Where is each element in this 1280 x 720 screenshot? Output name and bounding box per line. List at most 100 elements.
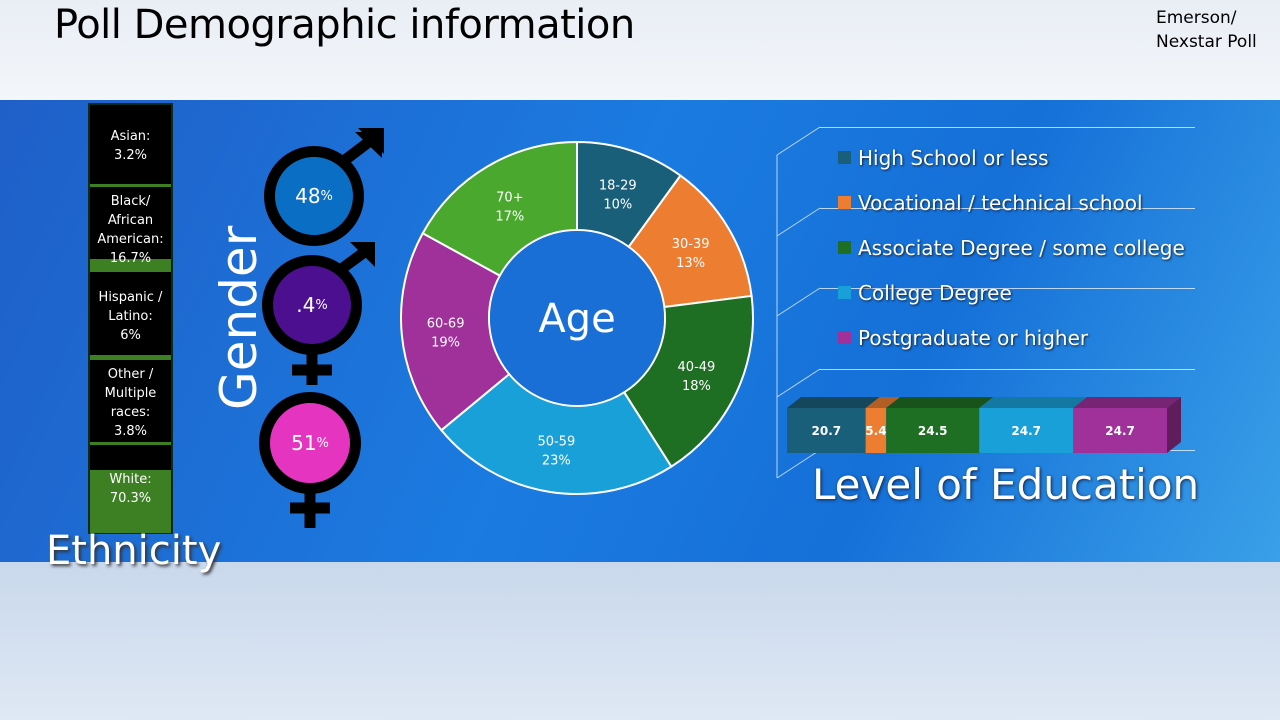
bar-value-label: 5.4 [865,424,886,438]
age-slice-60-69 [400,231,511,432]
legend-swatch [838,331,851,344]
age-value-label: 13% [676,256,705,271]
donut-hole [490,231,664,405]
grid-line [820,208,1195,209]
ethnicity-category: White: [109,472,152,487]
male-symbol-icon [341,128,384,165]
legend-swatch [838,196,851,209]
bar-value-label: 24.7 [1105,424,1135,438]
ethnicity-value: 70.3% [109,491,152,506]
education-bar-segment [865,408,887,453]
legend-swatch [838,241,851,254]
ethnicity-segment: Asian: 3.2% [90,105,171,187]
ethnicity-segment: White: 70.3% [90,445,171,533]
ethnicity-column: Asian: 3.2% Black/ African American: 16.7% H… [88,103,173,534]
ethnicity-fill [90,470,171,533]
ethnicity-value: 16.7% [109,250,152,266]
legend-swatch [838,151,851,164]
ethnicity-fill [90,442,171,445]
legend-swatch [838,286,851,299]
transgender-value: .4 [296,293,316,317]
ethnicity-label: Black/ African American: 16.7% [90,192,171,268]
ethnicity-segment: Other / Multiple races: 3.8% [90,360,171,445]
ethnicity-category: Black/ African American: [97,193,164,247]
age-value-label: 18% [682,379,711,394]
education-stacked-bar: 20.7 5.4 24.5 24.7 24.7 [787,397,1181,453]
gender-female-circle: 51% [259,392,361,494]
ethnicity-label: Other / Multiple races: 3.8% [90,365,171,441]
ethnicity-label: White: 70.3% [109,470,151,508]
legend-item: High School or less [838,135,1185,180]
bar-side [1167,397,1181,453]
source-line: Emerson/ [1156,8,1237,28]
bar-value-label: 24.7 [1011,424,1041,438]
gender-male-circle: 48% [264,146,364,246]
female-value: 51 [291,431,317,455]
age-category-label: 40-49 [678,360,716,375]
ethnicity-fill [90,259,171,272]
legend-label: College Degree [858,280,1012,305]
ethnicity-segment: Black/ African American: 16.7% [90,187,171,272]
page-title: Poll Demographic information [54,2,635,48]
education-bar-segment [787,408,866,453]
age-category-label: 50-59 [537,434,575,449]
ethnicity-category: Hispanic / Latino: [98,289,163,324]
bar-top [1073,397,1181,408]
gender-transgender-circle: .4% [262,255,362,355]
age-category-label: 18-29 [599,178,637,193]
ethnicity-fill [90,355,171,360]
unit: % [320,188,333,204]
poll-source: Emerson/Nexstar Poll [1156,6,1274,54]
legend-label: Postgraduate or higher [858,325,1089,350]
bar-top [979,397,1088,408]
age-category-label: 60-69 [427,316,465,331]
age-category-label: 30-39 [672,237,710,252]
grid-line [820,369,1195,370]
unit: % [316,435,329,451]
bar-top [886,397,994,408]
transgender-symbol-icon [292,242,375,385]
legend-item: Associate Degree / some college [838,225,1185,270]
ethnicity-category: Other / Multiple races: [104,366,157,420]
grid-line [820,288,1195,289]
gender-symbols [290,128,384,528]
ethnicity-value: 6% [120,327,141,343]
education-legend: High School or less Vocational / technica… [838,135,1185,360]
age-value-label: 10% [603,197,632,212]
ethnicity-value: 3.8% [113,423,148,439]
education-bar-segment [979,408,1074,453]
unit: % [315,297,328,313]
ethnicity-segment: Hispanic / Latino: 6% [90,272,171,360]
age-slice-40-49 [622,294,754,468]
ethnicity-label: Hispanic / Latino: 6% [90,288,171,345]
male-value: 48 [295,184,321,208]
legend-item: Postgraduate or higher [838,315,1185,360]
bar-top [865,397,901,408]
age-category-label: 70+ [496,190,523,205]
source-line: Nexstar Poll [1156,32,1257,52]
age-value-label: 17% [495,209,524,224]
ethnicity-value: 3.2% [113,148,148,163]
legend-label: Vocational / technical school [858,190,1143,215]
age-value-label: 23% [542,453,571,468]
age-slice-50-59 [439,372,673,495]
education-bar-segment [1073,408,1167,453]
ethnicity-label: Asian: 3.2% [111,127,151,165]
age-value-label: 19% [431,335,460,350]
age-title: Age [538,296,615,342]
legend-item: Vocational / technical school [838,180,1185,225]
legend-label: High School or less [858,145,1049,170]
legend-item: College Degree [838,270,1185,315]
bar-value-label: 24.5 [918,424,948,438]
bar-top [787,397,880,408]
education-title: Level of Education [812,460,1200,509]
grid-perspective [776,126,821,479]
age-slice-70+ [421,140,578,277]
bar-value-label: 20.7 [812,424,842,438]
ethnicity-fill [90,184,171,187]
ethnicity-title: Ethnicity [46,528,222,574]
education-bar-segment [886,408,980,453]
legend-label: Associate Degree / some college [858,235,1185,260]
grid-line [820,127,1195,128]
ethnicity-category: Asian: [110,129,151,144]
